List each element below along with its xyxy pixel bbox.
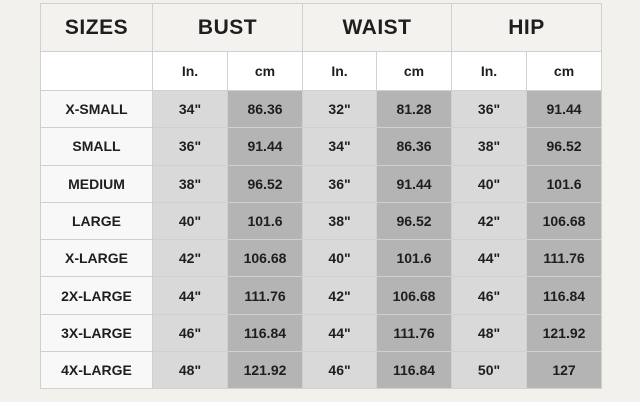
inch-value: 38" — [152, 164, 228, 203]
unit-cell: cm — [376, 51, 453, 91]
size-row: SMALL 36" 91.44 34" 86.36 38" 96.52 — [40, 127, 603, 166]
header-row: SIZES BUST WAIST HIP — [40, 3, 603, 52]
inch-value: 42" — [302, 276, 378, 315]
inch-value: 48" — [451, 313, 528, 353]
size-row: 3X-LARGE 46" 116.84 44" 111.76 48" 121.92 — [40, 313, 603, 353]
inch-value: 50" — [451, 351, 528, 390]
inch-value: 38" — [451, 127, 528, 166]
cm-value: 91.44 — [376, 164, 453, 203]
unit-cell: cm — [526, 51, 603, 91]
size-label: 3X-LARGE — [40, 313, 153, 353]
cm-value: 101.6 — [226, 201, 304, 241]
inch-value: 46" — [302, 351, 378, 390]
size-table: SIZES BUST WAIST HIP In. cm In. cm In. cm X-SMALL 3… — [40, 3, 603, 390]
table-body: SIZES BUST WAIST HIP In. cm In. cm In. cm X-SMALL 3… — [40, 3, 603, 390]
unit-cell: In. — [451, 51, 528, 91]
size-label: LARGE — [40, 201, 153, 241]
cm-value: 111.76 — [376, 313, 453, 353]
empty-cell — [40, 51, 153, 91]
cm-value: 111.76 — [226, 276, 304, 315]
inch-value: 44" — [302, 313, 378, 353]
inch-value: 38" — [302, 201, 378, 241]
cm-value: 81.28 — [376, 89, 453, 129]
cm-value: 116.84 — [226, 313, 304, 353]
header-cell: BUST — [151, 3, 304, 52]
inch-value: 32" — [302, 89, 378, 129]
inch-value: 46" — [152, 313, 228, 353]
size-row: LARGE 40" 101.6 38" 96.52 42" 106.68 — [40, 201, 603, 241]
cm-value: 127 — [526, 351, 603, 390]
cm-value: 106.68 — [376, 276, 453, 315]
inch-value: 40" — [152, 201, 228, 241]
cm-value: 116.84 — [376, 351, 453, 390]
cm-value: 96.52 — [226, 164, 304, 203]
unit-cell: In. — [152, 51, 228, 91]
inch-value: 42" — [451, 201, 528, 241]
unit-row: In. cm In. cm In. cm — [40, 51, 603, 91]
size-label: SMALL — [40, 127, 153, 166]
cm-value: 96.52 — [526, 127, 603, 166]
size-label: X-LARGE — [40, 239, 153, 278]
inch-value: 48" — [152, 351, 228, 390]
inch-value: 42" — [152, 239, 228, 278]
size-row: X-SMALL 34" 86.36 32" 81.28 36" 91.44 — [40, 89, 603, 129]
size-chart: SIZES BUST WAIST HIP In. cm In. cm In. cm X-SMALL 3… — [40, 3, 603, 395]
inch-value: 36" — [451, 89, 528, 129]
inch-value: 34" — [152, 89, 228, 129]
unit-cell: cm — [226, 51, 304, 91]
header-cell: HIP — [451, 3, 603, 52]
cm-value: 121.92 — [226, 351, 304, 390]
cm-value: 86.36 — [226, 89, 304, 129]
inch-value: 40" — [451, 164, 528, 203]
cm-value: 121.92 — [526, 313, 603, 353]
inch-value: 36" — [152, 127, 228, 166]
inch-value: 34" — [302, 127, 378, 166]
cm-value: 91.44 — [226, 127, 304, 166]
cm-value: 116.84 — [526, 276, 603, 315]
size-label: 2X-LARGE — [40, 276, 153, 315]
cm-value: 106.68 — [526, 201, 603, 241]
size-row: 4X-LARGE 48" 121.92 46" 116.84 50" 127 — [40, 351, 603, 390]
cm-value: 91.44 — [526, 89, 603, 129]
inch-value: 46" — [451, 276, 528, 315]
inch-value: 36" — [302, 164, 378, 203]
inch-value: 44" — [152, 276, 228, 315]
inch-value: 44" — [451, 239, 528, 278]
unit-cell: In. — [302, 51, 378, 91]
size-label: 4X-LARGE — [40, 351, 153, 390]
inch-value: 40" — [302, 239, 378, 278]
size-row: MEDIUM 38" 96.52 36" 91.44 40" 101.6 — [40, 164, 603, 203]
header-cell: WAIST — [302, 3, 453, 52]
size-row: 2X-LARGE 44" 111.76 42" 106.68 46" 116.84 — [40, 276, 603, 315]
cm-value: 111.76 — [526, 239, 603, 278]
size-label: MEDIUM — [40, 164, 153, 203]
size-row: X-LARGE 42" 106.68 40" 101.6 44" 111.76 — [40, 239, 603, 278]
cm-value: 106.68 — [226, 239, 304, 278]
cm-value: 101.6 — [376, 239, 453, 278]
size-label: X-SMALL — [40, 89, 153, 129]
cm-value: 96.52 — [376, 201, 453, 241]
cm-value: 86.36 — [376, 127, 453, 166]
header-cell: SIZES — [40, 3, 153, 52]
cm-value: 101.6 — [526, 164, 603, 203]
